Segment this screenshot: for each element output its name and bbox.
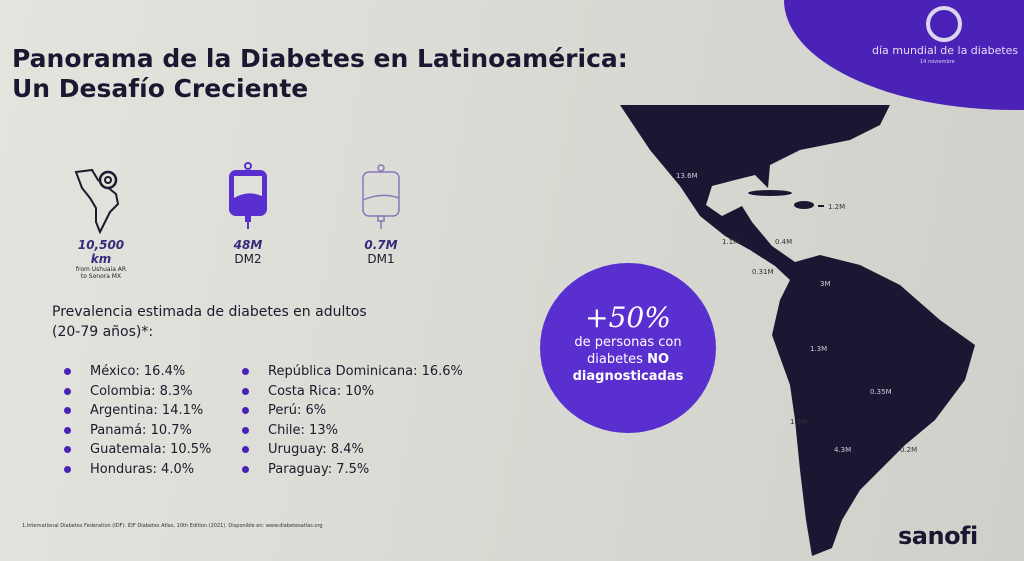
list-item: Paraguay: 7.5% — [240, 460, 463, 480]
list-item: México: 16.4% — [62, 362, 211, 382]
map-landmass — [620, 105, 975, 556]
undiagnosed-callout: +50% de personas con diabetes NO diagnos… — [540, 263, 716, 433]
badge-date: 14 noviembre — [920, 59, 955, 65]
badge-title: día mundial de la diabetes — [872, 44, 1019, 57]
map-label-mexico: 13.6M — [676, 172, 698, 180]
map-label-panama: 0.31M — [752, 268, 774, 276]
list-item: Guatemala: 10.5% — [62, 440, 211, 460]
map-label-dominican-republic: 1.2M — [828, 203, 846, 211]
map-label-colombia: 3M — [820, 280, 831, 288]
map-label-chile: 1.3M — [790, 418, 808, 426]
prevalence-list-right: República Dominicana: 16.6% Costa Rica: … — [240, 362, 463, 479]
hispaniola — [794, 201, 814, 209]
list-item: Uruguay: 8.4% — [240, 440, 463, 460]
footnote: 1.International Diabetes Federation (IDF… — [22, 523, 323, 529]
map-label-uruguay: 0.2M — [900, 446, 918, 454]
stat-distance: 10,500 km from Ushuaia AR to Sonora MX — [75, 238, 127, 280]
map-label-peru: 1.3M — [810, 345, 828, 353]
iv-bag-full-icon — [229, 162, 267, 229]
list-item: Honduras: 4.0% — [62, 460, 211, 480]
page-title: Panorama de la Diabetes en Latinoamérica… — [12, 44, 628, 103]
list-item: Argentina: 14.1% — [62, 401, 211, 421]
list-item: Perú: 6% — [240, 401, 463, 421]
list-item: Colombia: 8.3% — [62, 382, 211, 402]
map-label-guatemala: 1.1M — [722, 238, 740, 246]
latin-america-map-pin-icon — [74, 168, 120, 234]
caribbean-islands — [748, 190, 792, 196]
map-label-argentina: 4.3M — [834, 446, 852, 454]
stat-dm1: 0.7M DM1 — [364, 238, 398, 266]
blue-circle-icon — [926, 6, 962, 42]
puerto-rico — [818, 205, 824, 207]
prevalence-list-left: México: 16.4% Colombia: 8.3% Argentina: … — [62, 362, 211, 479]
list-item: República Dominicana: 16.6% — [240, 362, 463, 382]
list-item: Panamá: 10.7% — [62, 421, 211, 441]
map-label-paraguay: 0.35M — [870, 388, 892, 396]
prevalence-title: Prevalencia estimada de diabetes en adul… — [52, 304, 367, 340]
iv-bag-empty-icon — [362, 164, 400, 229]
map-label-honduras: 0.4M — [775, 238, 793, 246]
list-item: Costa Rica: 10% — [240, 382, 463, 402]
sanofi-logo: sanofi — [898, 522, 978, 550]
stat-dm2: 48M DM2 — [233, 238, 263, 266]
list-item: Chile: 13% — [240, 421, 463, 441]
